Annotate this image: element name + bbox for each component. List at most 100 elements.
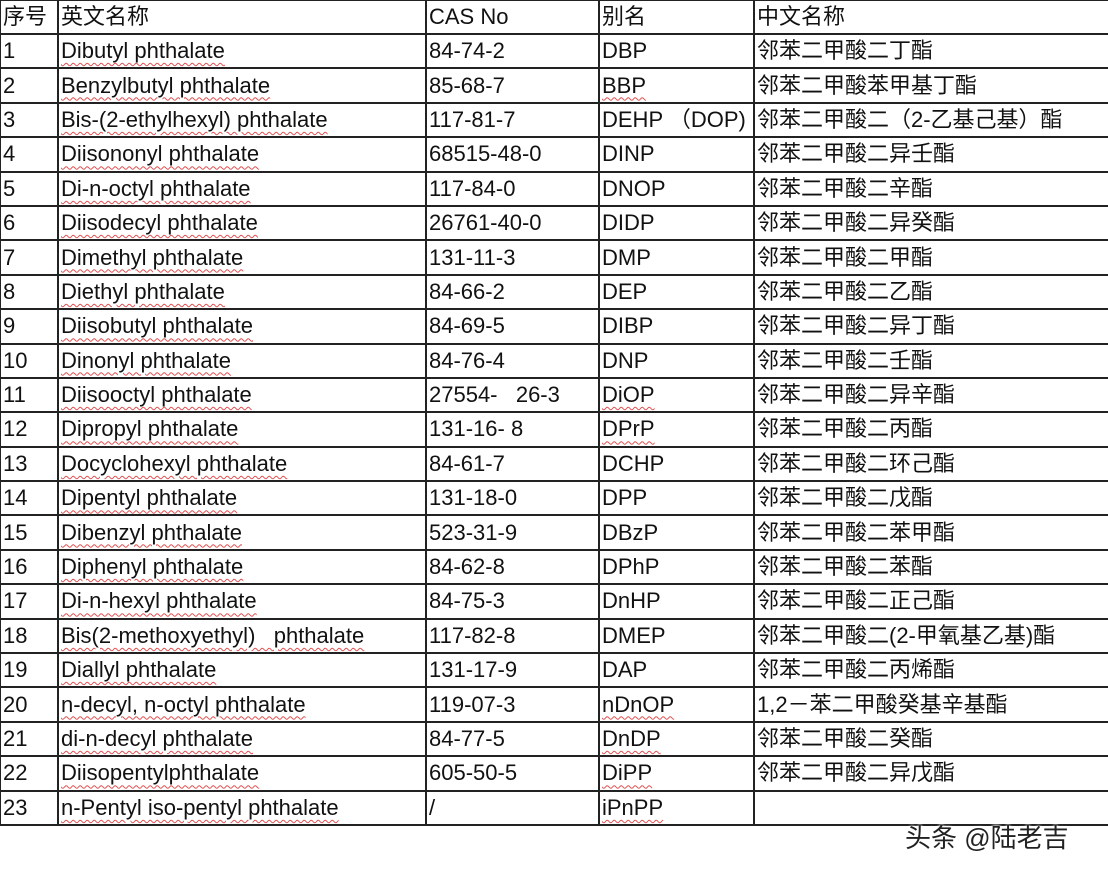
alias-cell: DBP <box>598 32 755 70</box>
alias: DBP <box>602 38 648 64</box>
cas-number: 119-07-3 <box>429 691 516 717</box>
english-name-cell: n-Pentyl iso-pentyl phthalate <box>57 789 427 826</box>
chinese-name: 邻苯二甲酸二辛酯 <box>757 175 934 201</box>
chinese-name: 1,2－苯二甲酸癸基辛基酯 <box>757 691 1008 717</box>
english-name-cell: Di-n-hexyl phthalate <box>57 583 427 620</box>
header-cas-no: CAS No <box>425 0 600 35</box>
alias: DIBP <box>602 313 654 339</box>
alias: DMP <box>602 244 651 270</box>
row-number-cell: 4 <box>0 136 59 173</box>
row-number-cell: 21 <box>0 720 59 758</box>
cas-number-cell: 85-68-7 <box>425 67 600 104</box>
chinese-name-cell: 邻苯二甲酸二环己酯 <box>753 445 1108 483</box>
row-number-cell: 16 <box>0 548 59 586</box>
header-chinese-name: 中文名称 <box>753 0 1108 35</box>
chinese-name-cell: 邻苯二甲酸二癸酯 <box>753 720 1108 758</box>
header-alias: 别名 <box>598 0 755 35</box>
row-number: 19 <box>3 657 28 683</box>
english-name-cell: Dipentyl phthalate <box>57 480 427 517</box>
row-number: 11 <box>3 382 26 408</box>
table-row: 20 n-decyl, n-octyl phthalate 119-07-3 nDnO… <box>0 686 1108 723</box>
row-number-cell: 11 <box>0 376 59 414</box>
alias: DMEP <box>602 622 666 648</box>
cas-number-cell: 605-50-5 <box>425 755 600 792</box>
alias-cell: DIBP <box>598 308 755 345</box>
chinese-name-cell: 邻苯二甲酸二异丁酯 <box>753 308 1108 345</box>
cas-number-cell: 84-76-4 <box>425 342 600 379</box>
chinese-name-cell: 邻苯二甲酸二异癸酯 <box>753 204 1108 242</box>
cas-number: 605-50-5 <box>429 760 518 786</box>
table-row: 23 n-Pentyl iso-pentyl phthalate / iPnPP <box>0 789 1108 826</box>
row-number: 21 <box>3 726 28 751</box>
chinese-name-cell: 邻苯二甲酸二异戊酯 <box>753 755 1108 792</box>
row-number: 16 <box>3 554 28 580</box>
alias: DPrP <box>602 416 655 442</box>
table-row: 17 Di-n-hexyl phthalate 84-75-3 DnHP 邻苯二甲酸二正… <box>0 583 1108 620</box>
row-number-cell: 2 <box>0 67 59 104</box>
row-number: 1 <box>3 38 16 64</box>
english-name-cell: Diphenyl phthalate <box>57 548 427 586</box>
cas-number: 131-17-9 <box>429 657 518 683</box>
cas-number: 26761-40-0 <box>429 210 542 236</box>
cas-number: 84-75-3 <box>429 588 505 614</box>
alias: DnDP <box>602 726 661 751</box>
chinese-name-cell: 邻苯二甲酸二丙酯 <box>753 411 1108 448</box>
cas-number: 131-18-0 <box>429 485 518 511</box>
row-number-cell: 23 <box>0 789 59 826</box>
english-name: Bis(2-methoxyethyl) phthalate <box>61 622 365 648</box>
alias-cell: DINP <box>598 136 755 173</box>
row-number-cell: 22 <box>0 755 59 792</box>
english-name-cell: Diisopentylphthalate <box>57 755 427 792</box>
cas-number-cell: 131-11-3 <box>425 239 600 276</box>
chinese-name-cell: 邻苯二甲酸二戊酯 <box>753 480 1108 517</box>
watermark: 头条 @陆老吉 <box>905 823 1069 853</box>
table-row: 4 Diisononyl phthalate 68515-48-0 DINP 邻苯二甲酸… <box>0 136 1108 173</box>
cas-number: 27554- 26-3 <box>429 382 560 408</box>
alias: DPP <box>602 485 648 511</box>
row-number: 20 <box>3 691 28 717</box>
alias-cell: DEHP （DOP) <box>598 101 755 139</box>
chinese-name-cell: 邻苯二甲酸二异壬酯 <box>753 136 1108 173</box>
english-name: Docyclohexyl phthalate <box>61 450 288 476</box>
alias-cell: DPP <box>598 480 755 517</box>
alias-cell: nDnOP <box>598 686 755 723</box>
alias-cell: DPrP <box>598 411 755 448</box>
row-number: 3 <box>3 106 16 132</box>
english-name: Dinonyl phthalate <box>61 347 232 373</box>
row-number: 8 <box>3 278 16 304</box>
table-row: 8 Diethyl phthalate 84-66-2 DEP 邻苯二甲酸二乙酯 <box>0 273 1108 311</box>
chinese-name: 邻苯二甲酸二异壬酯 <box>757 141 956 167</box>
english-name: Diisooctyl phthalate <box>61 382 252 408</box>
row-number: 14 <box>3 485 28 511</box>
chinese-name: 邻苯二甲酸二环己酯 <box>757 450 956 476</box>
row-number: 17 <box>3 588 28 614</box>
alias: DAP <box>602 657 648 683</box>
table-row: 3 Bis-(2-ethylhexyl) phthalate 117-81-7 DEH… <box>0 101 1108 139</box>
table-row: 16 Diphenyl phthalate 84-62-8 DPhP 邻苯二甲酸二苯酯 <box>0 548 1108 586</box>
cas-number-cell: 27554- 26-3 <box>425 376 600 414</box>
alias-cell: DEP <box>598 273 755 311</box>
english-name-cell: Diethyl phthalate <box>57 273 427 311</box>
table-row: 6 Diisodecyl phthalate 26761-40-0 DIDP 邻苯二甲酸… <box>0 204 1108 242</box>
english-name: Di-n-octyl phthalate <box>61 175 251 201</box>
english-name-cell: n-decyl, n-octyl phthalate <box>57 686 427 723</box>
english-name: Dipropyl phthalate <box>61 416 239 442</box>
english-name: n-Pentyl iso-pentyl phthalate <box>61 794 339 820</box>
cas-number-cell: 84-75-3 <box>425 583 600 620</box>
english-name-cell: Benzylbutyl phthalate <box>57 67 427 104</box>
chinese-name: 邻苯二甲酸二癸酯 <box>757 726 934 751</box>
cas-number-cell: 131-18-0 <box>425 480 600 517</box>
english-name: Diethyl phthalate <box>61 278 225 304</box>
chinese-name: 邻苯二甲酸二异戊酯 <box>757 760 956 786</box>
table-row: 15 Dibenzyl phthalate 523-31-9 DBzP 邻苯二甲酸二苯甲… <box>0 514 1108 551</box>
english-name: Diisopentylphthalate <box>61 760 260 786</box>
chinese-name-cell: 邻苯二甲酸苯甲基丁酯 <box>753 67 1108 104</box>
cas-number: 84-66-2 <box>429 278 505 304</box>
row-number-cell: 17 <box>0 583 59 620</box>
row-number: 6 <box>3 210 16 236</box>
english-name: Diallyl phthalate <box>61 657 217 683</box>
alias: DEHP （DOP) <box>602 106 746 132</box>
alias: DiPP <box>602 760 653 786</box>
row-number: 10 <box>3 347 28 373</box>
cas-number-cell: 84-61-7 <box>425 445 600 483</box>
